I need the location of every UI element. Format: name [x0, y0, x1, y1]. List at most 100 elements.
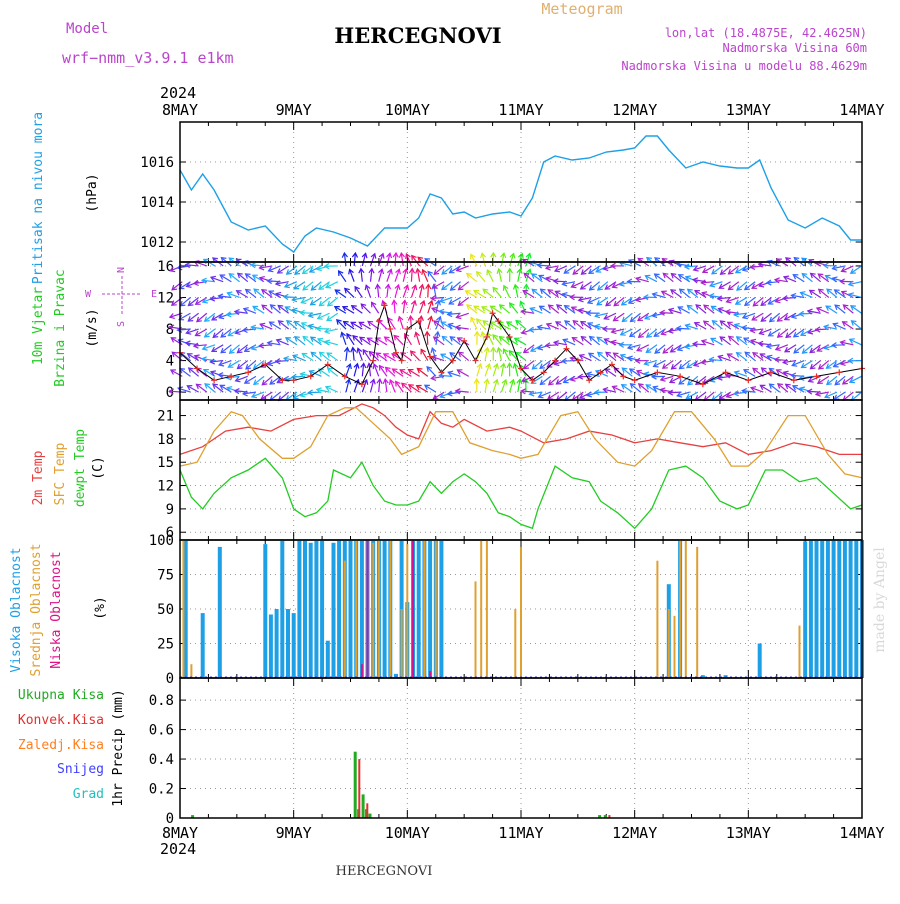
cloud-bar: [837, 540, 841, 678]
pressure-line: [180, 136, 862, 252]
wind-speed-marker: [370, 358, 376, 364]
cloud-bar: [349, 540, 353, 678]
cloud-bar: [656, 561, 658, 678]
model-name: wrf−nmm_v3.9.1 e1km: [62, 49, 234, 67]
cloud-bar: [815, 540, 819, 678]
wind-arrows: [169, 253, 861, 401]
cloud-bar: [201, 613, 205, 678]
compass-w: W: [85, 289, 92, 300]
pressure-unit: (hPa): [85, 173, 100, 212]
time-label-bottom: 9MAY: [276, 824, 312, 842]
ytick-label: 1014: [140, 195, 174, 211]
cloud-bar: [520, 547, 522, 678]
time-label-bottom: 11MAY: [498, 824, 543, 842]
ytick-label: 12: [157, 479, 174, 495]
cloud-bar: [406, 544, 408, 678]
ytick-label: 4: [166, 354, 174, 370]
cloud-bar: [832, 540, 836, 678]
cloud-bar: [297, 540, 301, 678]
temp2m-label: 2m Temp: [31, 450, 46, 505]
cloud-bar: [360, 540, 364, 678]
ytick-label: 12: [157, 290, 174, 306]
wind-label-1: 10m Vjetar: [31, 287, 46, 365]
precip-bar: [358, 759, 360, 818]
cloud-unit: (%): [93, 596, 108, 619]
precip-bar: [354, 752, 357, 818]
ytick-label: 50: [157, 602, 174, 618]
cloud-bar: [280, 540, 284, 678]
year-bottom: 2024: [160, 840, 196, 858]
cloud-bar: [378, 540, 380, 678]
ytick-label: 15: [157, 455, 174, 471]
time-label-bottom: 13MAY: [726, 824, 771, 842]
ytick-label: 0: [166, 671, 174, 687]
cloud-bar: [803, 541, 807, 678]
plot-area: [169, 253, 865, 401]
ytick-label: 0.4: [149, 752, 174, 768]
compass-n: N: [116, 267, 127, 273]
wind-speed-marker: [245, 369, 251, 375]
dewpt-label: dewpt Temp: [73, 429, 88, 507]
cloud-bar: [275, 609, 279, 678]
time-label-top: 12MAY: [612, 101, 657, 119]
cloud-bar: [355, 540, 357, 678]
plot-area: [180, 136, 862, 252]
cloud-bar: [428, 540, 432, 678]
cloud-bar: [182, 540, 184, 678]
time-label-bottom: 12MAY: [612, 824, 657, 842]
cloud-bar: [826, 540, 830, 678]
compass-s: S: [116, 321, 127, 327]
cloud-bar: [685, 540, 687, 678]
cloud-bar: [303, 540, 307, 678]
time-label-top: 9MAY: [276, 101, 312, 119]
cloud-bar: [263, 544, 267, 678]
cloud-bar: [320, 540, 324, 678]
legend-snow: Snijeg: [57, 762, 104, 777]
ytick-label: 1012: [140, 235, 174, 251]
cloud-bar: [799, 626, 801, 678]
model-altitude-label: Nadmorska Visina u modelu 88.4629m: [621, 59, 867, 73]
wind-label-2: Brzina i Pravac: [53, 269, 68, 386]
cloud-bar: [412, 540, 414, 678]
wind-speed-marker: [791, 377, 797, 383]
cloud-bar: [372, 543, 374, 678]
plot-area: [191, 752, 610, 818]
footer-station: HERCEGNOVI: [336, 864, 433, 879]
altitude-label: Nadmorska Visina 60m: [723, 41, 868, 55]
cloud-bar: [344, 561, 346, 678]
cloud-bar: [218, 547, 222, 678]
wind-speed-marker: [211, 377, 217, 383]
time-label-top: 10MAY: [385, 101, 430, 119]
cloud-bar: [286, 609, 290, 678]
pressure-label: Pritisak na nivou mora: [31, 112, 46, 284]
wind-speed-marker: [836, 369, 842, 375]
compass-e: E: [151, 289, 157, 300]
cloud-bar: [514, 609, 516, 678]
cloud-bar: [475, 581, 477, 678]
cloud-bar: [383, 540, 387, 678]
cloud-bar: [674, 616, 676, 678]
precip-unit: 1hr Precip (mm): [111, 689, 126, 806]
lonlat-label: lon,lat (18.4875E, 42.4625N): [665, 26, 867, 40]
wind-speed-marker: [632, 377, 638, 383]
station-title: HERCEGNOVI: [334, 23, 501, 48]
cloud-bar: [190, 664, 192, 678]
panels: 1012101410160481216691215182102550751000…: [140, 122, 865, 827]
cloud-bar: [389, 540, 391, 678]
low-cloud-label: Niska Oblacnost: [49, 551, 64, 668]
ytick-label: 75: [157, 568, 174, 584]
temp-line-2: [180, 458, 862, 528]
cloud-bar: [854, 540, 858, 678]
mid-cloud-label: Srednja Oblacnost: [29, 543, 44, 676]
cloud-bar: [337, 540, 341, 678]
wind-speed-marker: [586, 377, 592, 383]
ytick-label: 18: [157, 432, 174, 448]
cloud-bar: [439, 540, 443, 678]
temp-line-0: [180, 404, 862, 455]
cloud-bar: [367, 540, 369, 678]
